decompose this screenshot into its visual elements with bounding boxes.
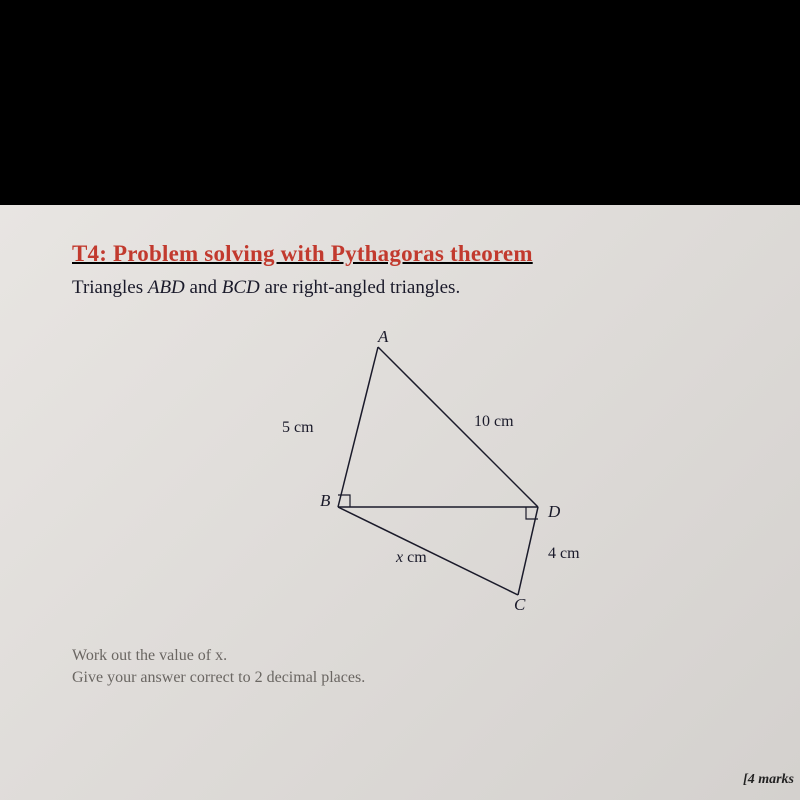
vertex-label-C: C bbox=[514, 595, 525, 615]
marks-label: [4 marks bbox=[743, 772, 794, 788]
instructions-block: Work out the value of x. Give your answe… bbox=[72, 645, 744, 690]
edge-label-DC: 4 cm bbox=[548, 545, 580, 563]
edge-label-BC: x cm bbox=[396, 549, 427, 567]
geometry-diagram: A B D C 5 cm 10 cm x cm 4 cm bbox=[208, 327, 608, 627]
instruction-line-1: Work out the value of x. bbox=[72, 645, 744, 667]
title-part-1: T4: Problem solving with bbox=[72, 241, 331, 266]
vertex-label-D: D bbox=[548, 502, 560, 522]
vertex-label-B: B bbox=[320, 491, 330, 511]
worksheet-photo: T4: Problem solving with Pythagoras theo… bbox=[0, 205, 800, 800]
triangle-svg bbox=[208, 327, 608, 627]
edge-label-AB: 5 cm bbox=[282, 419, 314, 437]
paper-surface: T4: Problem solving with Pythagoras theo… bbox=[0, 205, 800, 800]
section-title: T4: Problem solving with Pythagoras theo… bbox=[72, 241, 744, 267]
instruction-line-2: Give your answer correct to 2 decimal pl… bbox=[72, 667, 744, 689]
problem-statement: Triangles ABD and BCD are right-angled t… bbox=[72, 277, 744, 299]
edge-label-AD: 10 cm bbox=[474, 413, 514, 431]
title-part-2: Pythagoras theorem bbox=[331, 241, 533, 266]
vertex-label-A: A bbox=[378, 327, 388, 347]
